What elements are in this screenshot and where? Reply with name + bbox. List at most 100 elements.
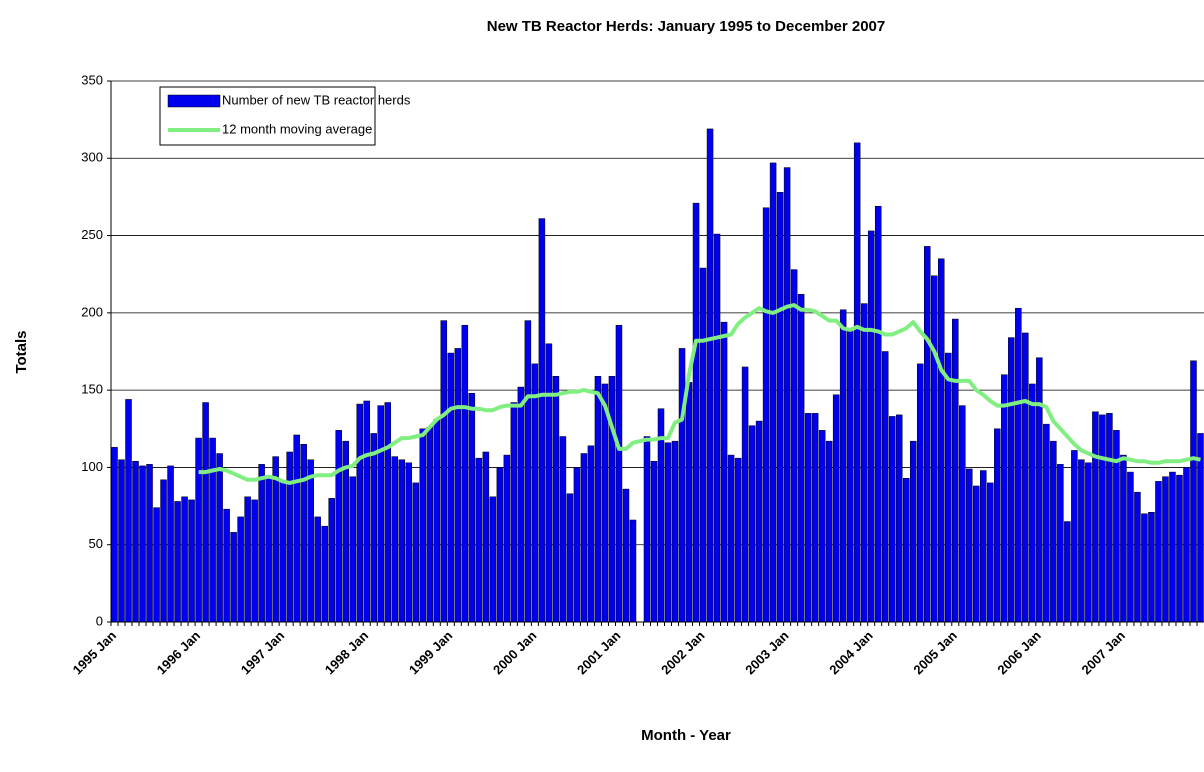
- bar: [909, 440, 917, 623]
- bar: [1022, 332, 1029, 623]
- bar: [181, 496, 188, 623]
- bar: [566, 493, 574, 623]
- bar: [643, 436, 651, 623]
- x-tick-label: 2005 Jan: [910, 628, 959, 677]
- x-tick-label: 2006 Jan: [994, 628, 1043, 677]
- bar: [678, 348, 686, 623]
- x-tick-label: 1996 Jan: [154, 628, 203, 677]
- bar: [1099, 414, 1106, 623]
- bar: [671, 440, 679, 623]
- bar: [860, 303, 868, 623]
- bar: [349, 476, 356, 623]
- y-tick-label: 100: [81, 459, 103, 474]
- bar: [1120, 454, 1127, 623]
- bar: [426, 426, 434, 623]
- moving-average-line: [198, 303, 1201, 485]
- bar: [160, 479, 167, 623]
- bar: [1071, 450, 1078, 623]
- bar: [1015, 307, 1022, 623]
- bar: [538, 218, 546, 623]
- bar: [769, 162, 777, 623]
- bar: [335, 430, 342, 623]
- bar: [902, 477, 910, 623]
- bar: [1043, 423, 1050, 623]
- bar: [741, 366, 749, 623]
- bar: [867, 230, 875, 623]
- bar: [987, 482, 994, 623]
- bar: [762, 207, 770, 623]
- x-tick-label: 2000 Jan: [490, 628, 539, 677]
- bar: [846, 331, 854, 623]
- bar: [650, 460, 658, 623]
- bar: [734, 457, 742, 623]
- bar: [419, 428, 427, 623]
- bar: [629, 519, 637, 623]
- bar: [328, 498, 335, 623]
- bar: [1169, 471, 1176, 623]
- x-tick-label: 1998 Jan: [322, 628, 371, 677]
- x-tick-label: 2001 Jan: [574, 628, 623, 677]
- y-tick-label: 0: [96, 613, 103, 628]
- bar: [1106, 413, 1113, 623]
- bar: [1141, 513, 1148, 623]
- bar: [244, 496, 251, 623]
- bar: [209, 437, 216, 623]
- bar: [1134, 491, 1141, 623]
- bar: [1155, 481, 1162, 623]
- y-axis-title: Totals: [13, 330, 30, 373]
- bar: [1148, 512, 1155, 623]
- bar: [938, 258, 945, 623]
- bar: [888, 416, 896, 623]
- chart-title: New TB Reactor Herds: January 1995 to De…: [487, 18, 886, 35]
- x-tick-label: 2003 Jan: [742, 628, 791, 677]
- legend-swatch: [167, 94, 221, 108]
- bar: [1183, 467, 1190, 623]
- bar: [1029, 383, 1036, 623]
- bar: [1127, 471, 1134, 623]
- bar: [251, 499, 258, 623]
- y-tick-label: 350: [81, 72, 103, 87]
- bar: [664, 442, 672, 623]
- bar: [496, 467, 504, 623]
- bar: [587, 445, 595, 623]
- bar: [461, 324, 469, 623]
- bar: [1085, 462, 1092, 623]
- bar: [1036, 357, 1043, 623]
- bar: [258, 464, 265, 623]
- bar: [601, 383, 609, 623]
- bar: [545, 343, 553, 623]
- bar: [489, 496, 497, 623]
- bar: [966, 468, 973, 623]
- bar: [790, 269, 798, 623]
- bar: [608, 375, 616, 623]
- bar: [776, 192, 784, 623]
- bar: [202, 402, 209, 623]
- bar: [237, 516, 244, 623]
- bar: [755, 420, 763, 623]
- bar: [216, 453, 223, 623]
- bar: [370, 433, 377, 623]
- y-tick-label: 200: [81, 304, 103, 319]
- bar: [594, 375, 602, 623]
- bar: [923, 246, 931, 623]
- bar: [174, 501, 181, 623]
- bar: [321, 525, 328, 623]
- bar: [980, 470, 987, 623]
- bar: [1057, 464, 1064, 623]
- x-tick-label: 2004 Jan: [826, 628, 875, 677]
- bar: [230, 532, 237, 623]
- bar: [945, 352, 952, 623]
- bar: [580, 453, 588, 623]
- bar: [685, 382, 693, 623]
- x-tick-label: 1995 Jan: [70, 628, 119, 677]
- bar: [1176, 474, 1183, 623]
- bar: [363, 400, 370, 623]
- bar: [881, 351, 889, 623]
- legend-label: 12 month moving average: [222, 121, 372, 136]
- bar: [959, 405, 966, 623]
- bar: [531, 363, 539, 623]
- bar: [804, 413, 812, 623]
- bar: [111, 447, 118, 623]
- bar: [783, 167, 791, 623]
